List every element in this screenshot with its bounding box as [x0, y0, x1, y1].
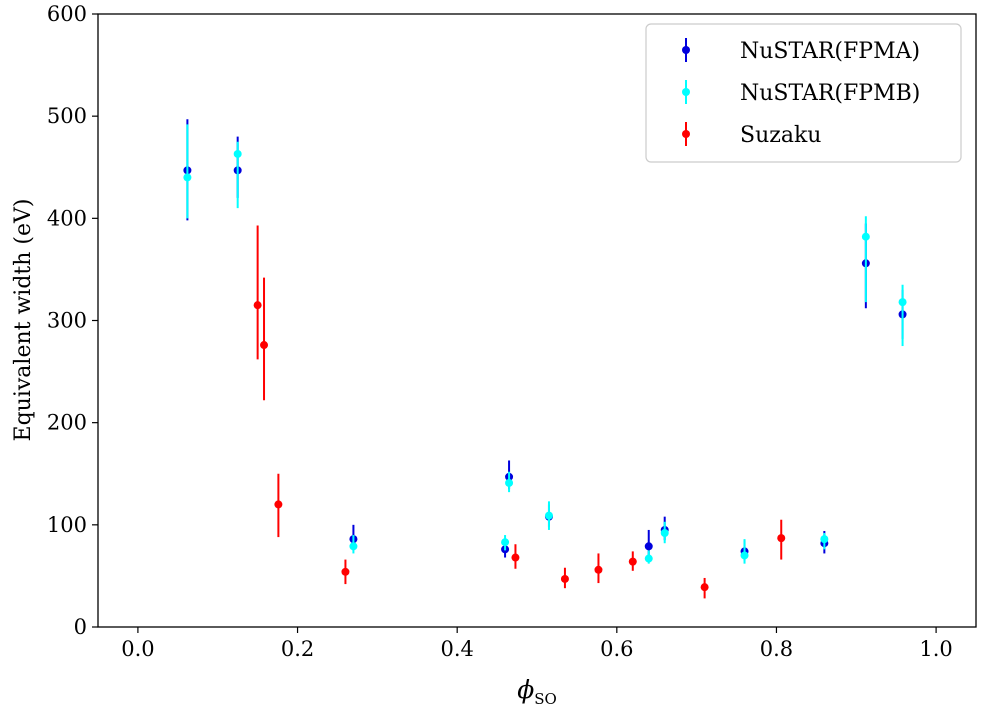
y-axis: 0 100 200 300 400 500 600	[47, 2, 98, 639]
y-tick-label: 400	[47, 206, 87, 230]
series-suzaku	[253, 225, 786, 599]
legend-label: Suzaku	[740, 123, 821, 148]
data-point	[505, 478, 514, 487]
data-point	[740, 551, 749, 560]
x-tick-label: 0.4	[440, 637, 473, 661]
y-tick-label: 500	[47, 104, 87, 128]
y-tick-label: 300	[47, 309, 87, 333]
data-point	[544, 511, 553, 520]
legend-box	[645, 23, 962, 163]
x-axis: 0.0 0.2 0.4 0.6 0.8 1.0	[121, 627, 953, 661]
data-marks	[183, 119, 907, 599]
x-axis-label-subscript: SO	[534, 690, 557, 708]
x-tick-label: 0.6	[600, 637, 633, 661]
legend-marker	[682, 46, 690, 54]
data-point	[511, 553, 520, 562]
data-point	[777, 534, 786, 543]
data-point	[560, 574, 569, 583]
y-axis-label: Equivalent width (eV)	[11, 199, 36, 442]
x-tick-label: 0.8	[760, 637, 793, 661]
x-tick-label: 0.2	[281, 637, 314, 661]
data-point	[349, 542, 358, 551]
x-tick-label: 0.0	[121, 637, 154, 661]
series-nustar-fpmb	[183, 124, 907, 564]
legend-marker	[682, 130, 690, 138]
data-point	[820, 535, 829, 544]
data-point	[233, 149, 242, 158]
data-point	[183, 173, 192, 182]
data-point	[700, 583, 709, 592]
data-point	[644, 542, 653, 551]
y-tick-label: 200	[47, 411, 87, 435]
legend-marker	[682, 88, 690, 96]
data-point	[341, 567, 350, 576]
data-point	[898, 298, 907, 307]
data-point	[660, 529, 669, 538]
data-point	[628, 557, 637, 566]
data-point	[861, 232, 870, 241]
x-axis-label-symbol: ϕ	[517, 675, 534, 704]
data-point	[274, 500, 283, 509]
y-tick-label: 0	[74, 615, 87, 639]
y-tick-label: 100	[47, 513, 87, 537]
y-tick-label: 600	[47, 2, 87, 26]
data-point	[594, 565, 603, 574]
x-axis-label: ϕSO	[517, 675, 557, 708]
data-point	[501, 538, 510, 547]
legend-label: NuSTAR(FPMA)	[740, 39, 920, 64]
data-point	[644, 554, 653, 563]
x-tick-label: 1.0	[919, 637, 952, 661]
legend-label: NuSTAR(FPMB)	[740, 81, 920, 106]
data-point	[260, 341, 269, 350]
legend: NuSTAR(FPMA) NuSTAR(FPMB) Suzaku	[645, 23, 962, 163]
data-point	[253, 301, 262, 310]
